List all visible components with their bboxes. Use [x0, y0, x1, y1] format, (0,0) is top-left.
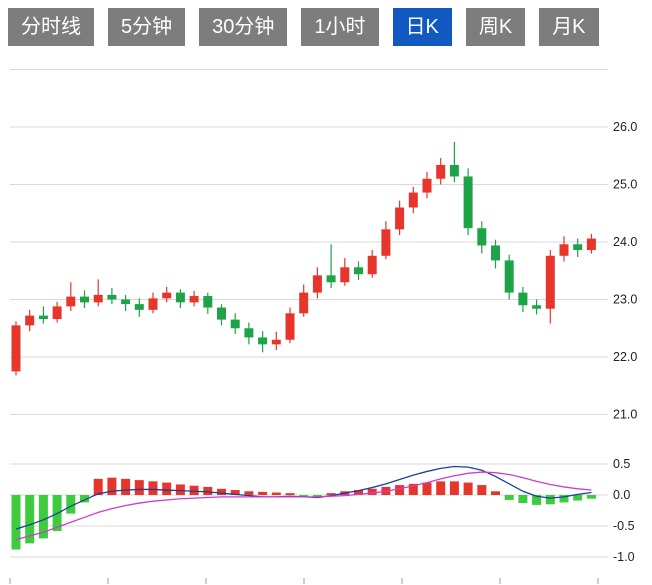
price-axis-label: 22.0 [613, 350, 637, 364]
timeframe-tabbar: 分时线 5分钟 30分钟 1小时 日K 周K 月K [0, 0, 652, 50]
macd-histogram [11, 477, 596, 550]
price-axis-label: 25.0 [613, 178, 637, 192]
tab-month-k[interactable]: 月K [539, 8, 599, 46]
kline-chart: 26.0 25.0 24.0 23.0 22.0 21.0 0.5 0.0 -0.5 -1.0 [9, 69, 637, 584]
candlesticks [11, 141, 596, 376]
indicator-axis-label: -0.5 [613, 519, 635, 533]
indicator-axis-label: 0.5 [613, 457, 630, 471]
tab-1hour[interactable]: 1小时 [301, 8, 379, 46]
axis-labels: 26.0 25.0 24.0 23.0 22.0 21.0 0.5 0.0 -0.5 -1.0 [613, 120, 637, 564]
tab-5min[interactable]: 5分钟 [108, 8, 186, 46]
tab-time-line[interactable]: 分时线 [8, 8, 94, 46]
tab-30min[interactable]: 30分钟 [199, 8, 288, 46]
tab-day-k[interactable]: 日K [392, 8, 452, 46]
price-axis-label: 26.0 [613, 120, 637, 134]
price-axis-label: 23.0 [613, 293, 637, 307]
grid-lines [10, 69, 608, 558]
tab-week-k[interactable]: 周K [465, 8, 526, 46]
indicator-axis-label: -1.0 [613, 550, 635, 564]
price-axis-label: 21.0 [613, 408, 637, 422]
price-axis-label: 24.0 [613, 235, 637, 249]
x-axis-ticks [9, 578, 599, 584]
dea-line [15, 471, 592, 541]
indicator-axis-label: 0.0 [613, 488, 630, 502]
